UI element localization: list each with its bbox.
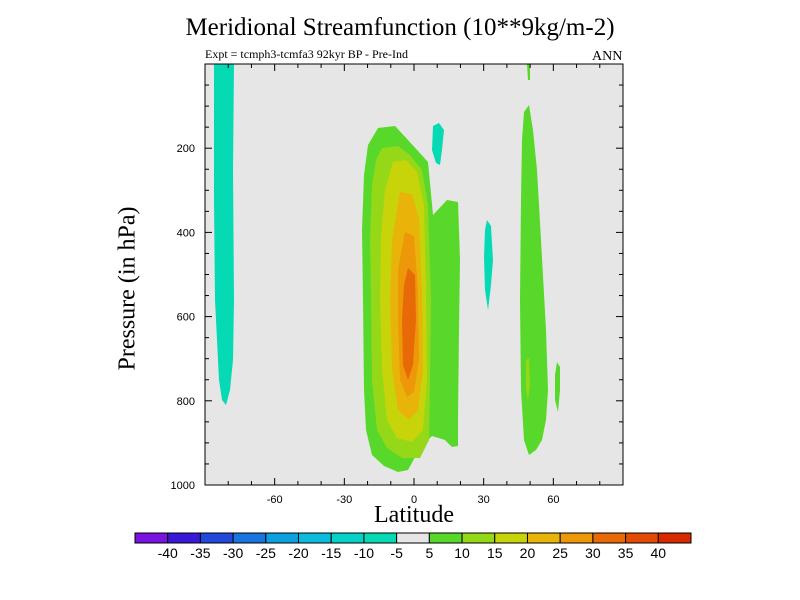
- colorbar-swatch: [167, 532, 201, 544]
- positive-band-50n-top-sliver: [527, 64, 530, 80]
- axis-tick-labels: -60 -30 0 30 60 200 400 600 800 1000: [171, 143, 560, 506]
- chart-title: Meridional Streamfunction (10**9kg/m-2): [185, 14, 615, 41]
- y-tick-label: 800: [177, 396, 195, 408]
- colorbar-label: 5: [425, 545, 433, 561]
- colorbar-swatch: [232, 532, 267, 544]
- colorbar-swatch: [657, 532, 692, 544]
- colorbar-swatch: [559, 532, 594, 544]
- y-tick-label: 400: [177, 227, 195, 239]
- colorbar-label: 25: [552, 545, 568, 561]
- colorbar-swatch: [330, 532, 365, 544]
- colorbar-swatch: [199, 532, 234, 544]
- colorbar-swatch: [298, 532, 332, 544]
- colorbar-label: -25: [256, 545, 276, 561]
- axis-ticks: [204, 63, 624, 486]
- x-tick-label: 30: [478, 494, 490, 506]
- chart-subtitle: Expt = tcmph3-tcmfa3 92kyr BP - Pre-Ind: [205, 47, 408, 61]
- x-tick-label: -60: [267, 494, 283, 506]
- colorbar-label: 10: [454, 545, 470, 561]
- colorbar-label: 20: [520, 545, 536, 561]
- colorbar-swatch: [363, 532, 398, 544]
- colorbar-label: -30: [223, 545, 243, 561]
- colorbar-swatch: [461, 532, 496, 544]
- season-label: ANN: [592, 49, 623, 64]
- y-tick-label: 200: [177, 143, 195, 155]
- colorbar-swatch: [625, 532, 659, 544]
- main-cell-level-30: [402, 268, 416, 380]
- y-tick-label: 1000: [171, 480, 195, 492]
- y-tick-label: 600: [177, 312, 195, 324]
- x-tick-label: 0: [411, 494, 417, 506]
- x-axis-label: Latitude: [374, 502, 454, 528]
- colorbar-label: -40: [158, 545, 178, 561]
- colorbar: -40 -35 -30 -25 -20 -15 -10 -5 5 10 15 20 25 30 35 40: [134, 532, 692, 561]
- colorbar-swatch: [396, 532, 430, 544]
- colorbar-label: 15: [487, 545, 503, 561]
- colorbar-swatch: [494, 532, 528, 544]
- negative-cell-32n: [484, 220, 493, 310]
- colorbar-label: -5: [390, 545, 403, 561]
- x-tick-label: -30: [336, 494, 352, 506]
- positive-band-50n-inner: [526, 358, 530, 400]
- colorbar-swatch: [134, 532, 169, 544]
- colorbar-swatch: [265, 532, 300, 544]
- positive-cell-60n: [555, 362, 560, 412]
- colorbar-swatch: [526, 532, 561, 544]
- colorbar-swatch: [592, 532, 627, 544]
- colorbar-label: -10: [354, 545, 374, 561]
- colorbar-label: -35: [190, 545, 210, 561]
- colorbar-swatch: [428, 532, 463, 544]
- colorbar-label: 30: [585, 545, 601, 561]
- colorbar-label: -20: [288, 545, 308, 561]
- negative-band-75s: [214, 64, 234, 405]
- negative-cell-10n: [432, 123, 444, 165]
- colorbar-label: 40: [651, 545, 667, 561]
- colorbar-label: 35: [618, 545, 634, 561]
- colorbar-label: -15: [321, 545, 341, 561]
- x-tick-label: 60: [547, 494, 559, 506]
